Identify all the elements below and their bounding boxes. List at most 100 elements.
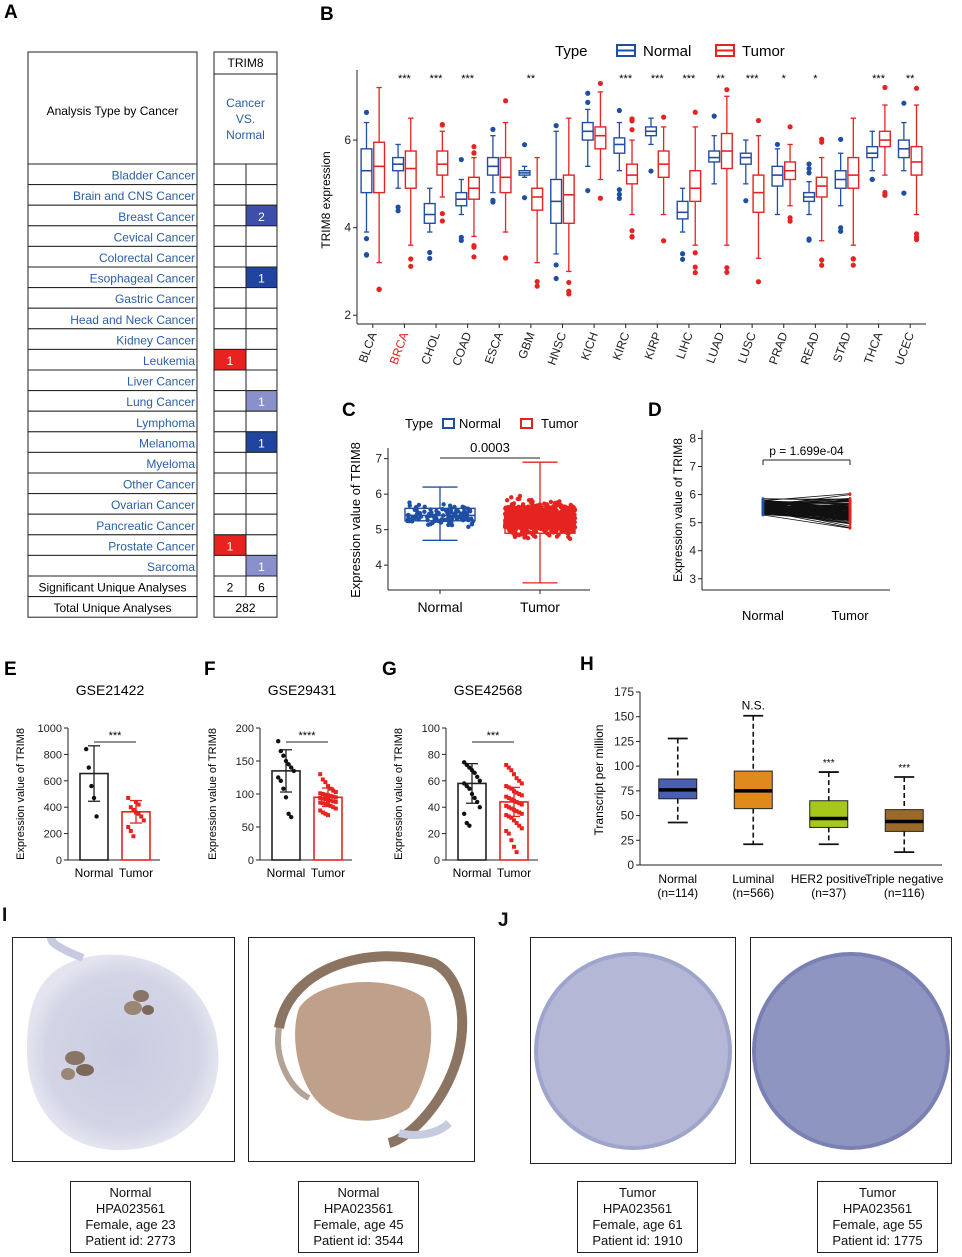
caption-normal-2: Normal HPA023561 Female, age 45 Patient …: [298, 1181, 419, 1253]
cancer-name: Bladder Cancer: [112, 169, 195, 183]
chart-title: GSE21422: [76, 682, 145, 698]
outlier-point: [502, 98, 509, 104]
significance-marker: *: [782, 73, 787, 85]
outlier-point: [806, 170, 812, 176]
underexpression-cell: [245, 184, 278, 206]
tumor-point: [560, 523, 565, 529]
tumor-GBM-box: [531, 187, 544, 211]
outlier-point: [534, 278, 540, 285]
overexpression-cell: [213, 307, 247, 330]
outlier-point: [913, 237, 920, 243]
panel-a: A Analysis Type by Cancer TRIM8 Cancer VS. No…: [0, 0, 300, 625]
y-tick-label: 175: [614, 685, 634, 699]
normal-point: [761, 511, 765, 515]
x-tick-label: (n=116): [884, 886, 925, 900]
significance-marker: **: [716, 73, 725, 85]
outlier-point: [806, 236, 812, 242]
tumor-point: [519, 826, 524, 831]
panel-f-letter: F: [204, 659, 216, 680]
tumor-point: [517, 810, 522, 815]
outlier-point: [661, 238, 667, 244]
x-tick-label: Normal: [75, 866, 114, 880]
y-tick-label: 125: [614, 734, 634, 748]
normal-point: [454, 508, 460, 513]
y-tick-label: 50: [242, 822, 254, 834]
tumor-point: [519, 811, 524, 816]
tumor-point: [554, 528, 559, 533]
sig-marker: ***: [487, 730, 501, 742]
outlier-point: [521, 195, 528, 201]
x-tick-label: Tumor: [119, 866, 153, 880]
tumor-point: [504, 803, 509, 808]
caption-tumor-2: Tumor HPA023561 Female, age 55 Patient i…: [817, 1181, 938, 1253]
tumor-point: [522, 535, 528, 540]
overexpression-cell: [213, 184, 247, 206]
outlier-point: [616, 107, 622, 114]
panel-h-letter: H: [580, 654, 594, 675]
tumor-point: [326, 784, 330, 789]
outlier-point: [490, 126, 496, 132]
normal-point: [286, 811, 291, 816]
cancer-name: Leukemia: [143, 354, 195, 368]
annotation: ***: [898, 763, 910, 774]
outlier-point: [882, 192, 888, 198]
y-tick-label: 5: [689, 516, 696, 530]
outlier-point: [395, 208, 401, 214]
tumor-point: [514, 850, 519, 855]
annotation: ***: [823, 758, 835, 769]
tumor-point: [521, 522, 526, 528]
y-tick-label: 0: [627, 858, 634, 872]
normal-point: [469, 516, 474, 522]
cancer-name: Sarcoma: [147, 560, 195, 574]
underexpression-cell: [245, 328, 278, 350]
caption-line: Female, age 23: [85, 1217, 176, 1232]
tumor-point: [570, 522, 575, 528]
significance-marker: ***: [461, 73, 475, 85]
tumor-point: [537, 512, 542, 518]
box-2: [809, 800, 849, 828]
caption-line: HPA023561: [95, 1201, 166, 1216]
underexpression-cell: [245, 472, 278, 495]
y-tick-label: 0: [56, 855, 62, 867]
normal-LIHC-box: [676, 200, 689, 220]
tumor-point: [512, 807, 516, 812]
panel-i-letter: I: [2, 905, 8, 926]
y-tick-label: 20: [428, 829, 440, 841]
overexpression-cell: [213, 225, 247, 247]
tumor-point: [509, 806, 514, 811]
cancer-name: Esophageal Cancer: [90, 272, 195, 286]
header-right-cell: [213, 51, 278, 165]
normal-point: [276, 775, 281, 780]
tumor-point: [128, 805, 133, 810]
overexpression-cell: [213, 451, 247, 474]
tumor-point: [509, 768, 514, 773]
tumor-point: [517, 801, 522, 806]
total-label: Total Unique Analyses: [53, 601, 171, 615]
y-tick-label: 60: [428, 776, 440, 788]
normal-point: [86, 765, 92, 770]
y-tick-label: 100: [614, 759, 634, 773]
underexpression-count: 1: [258, 560, 265, 574]
x-tick-label: Tumor: [831, 608, 869, 623]
normal-point: [761, 505, 765, 509]
x-tick-label: THCA: [861, 330, 885, 365]
tumor-point: [519, 510, 525, 515]
tumor-point: [848, 521, 852, 525]
y-tick-label: 6: [375, 487, 382, 501]
tumor-point: [508, 520, 513, 525]
normal-point: [469, 791, 475, 797]
sig-marker: ****: [298, 730, 316, 742]
overexpression-cell: [213, 513, 247, 536]
tumor-point: [506, 805, 511, 810]
outlier-point: [427, 255, 433, 262]
cancer-name: Lung Cancer: [126, 395, 195, 409]
normal-point: [467, 786, 472, 791]
p-value: 0.0003: [470, 440, 510, 455]
normal-point: [94, 814, 99, 819]
tumor-point: [565, 524, 570, 529]
caption-line: HPA023561: [842, 1201, 913, 1216]
normal-point: [446, 522, 451, 528]
overexpression-cell: [213, 328, 247, 350]
paired-line: [762, 506, 851, 521]
tumor-THCA-box: [878, 130, 891, 148]
